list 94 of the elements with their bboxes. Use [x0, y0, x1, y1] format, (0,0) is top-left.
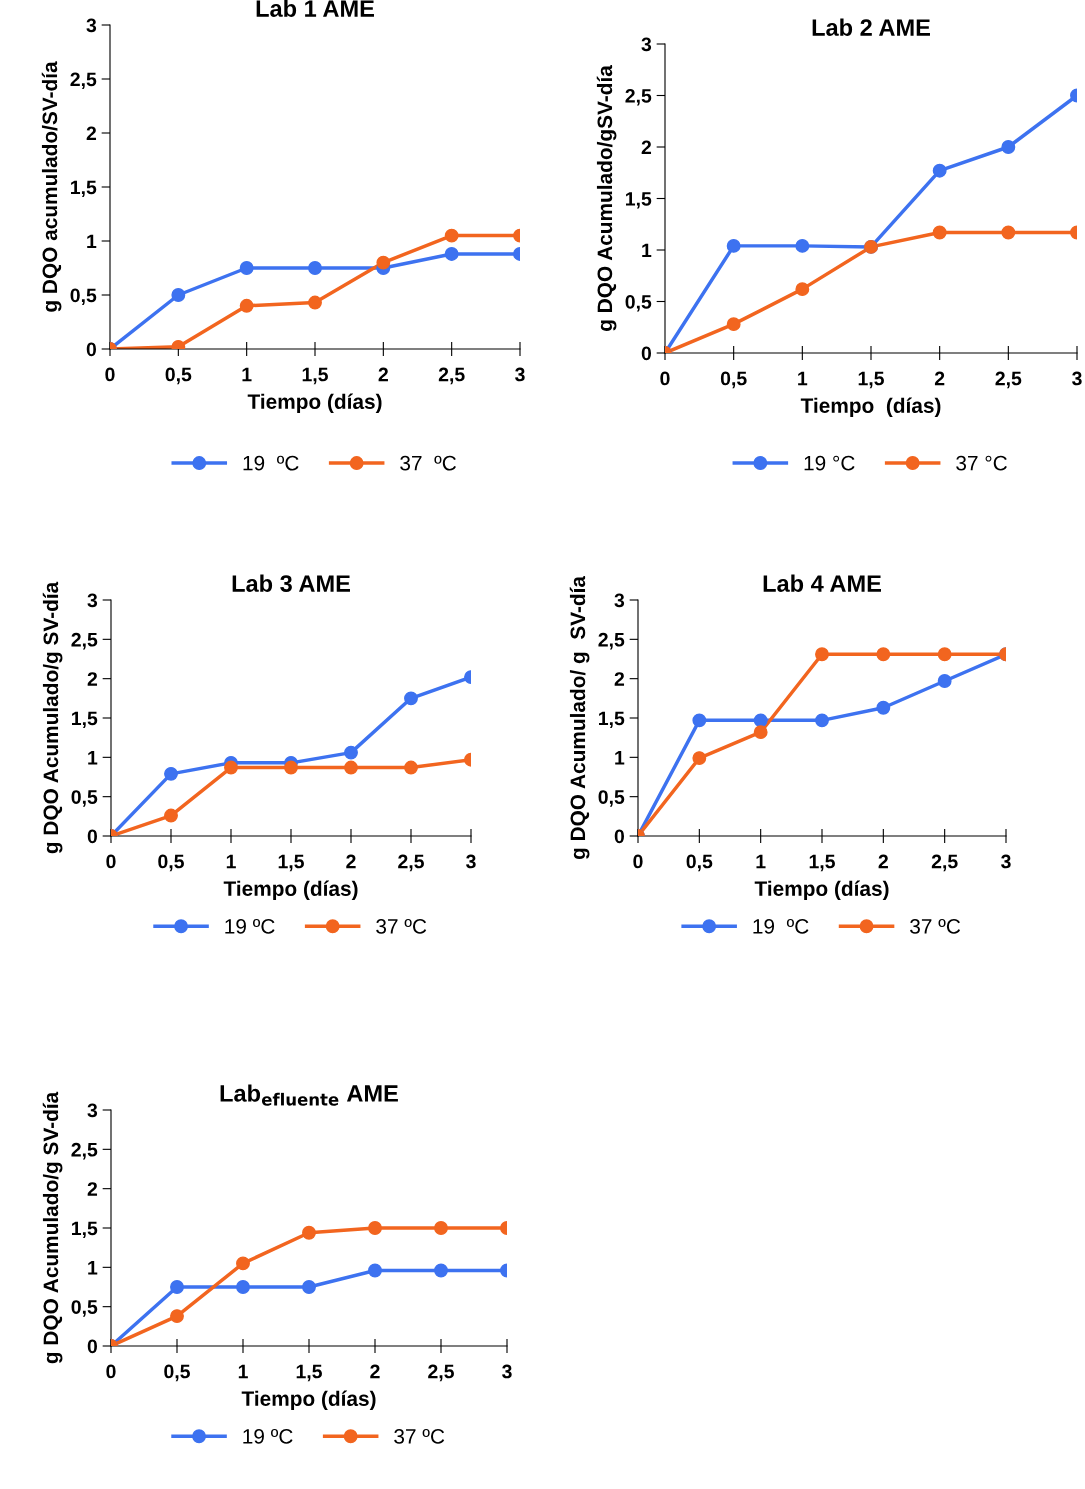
y-axis-title: g DQO Acumulado/gSV-día: [596, 65, 617, 331]
x-tick-label: 1: [242, 367, 252, 382]
y-tick-label: 1,5: [599, 711, 625, 729]
y-tick-label: 2,5: [70, 72, 97, 90]
x-tick-label: 2: [878, 854, 888, 869]
y-tick-label: 0: [87, 1339, 98, 1354]
x-tick-label: 1,5: [296, 1364, 322, 1382]
x-tick-label: 1,5: [302, 367, 328, 385]
y-tick-label: 0,5: [625, 294, 652, 312]
y-tick-label: 1: [88, 1261, 98, 1275]
chart-title: Lab 1 AME: [256, 0, 374, 17]
y-tick-label: 1: [87, 234, 97, 249]
x-tick-label: 0: [106, 854, 116, 869]
x-tick-label: 2: [934, 371, 945, 386]
x-axis-title: Tiempo (días): [800, 397, 941, 418]
legend-label: 37 °C: [956, 455, 1007, 471]
x-tick-label: 0,5: [158, 854, 184, 872]
y-tick-label: 0,5: [70, 288, 97, 306]
x-tick-label: 1: [238, 1364, 248, 1379]
chart-title: Lab 4 AME: [763, 574, 881, 592]
x-tick-label: 2: [370, 1364, 380, 1379]
x-axis-title: Tiempo (días): [241, 1390, 376, 1411]
x-tick-label: 0,5: [165, 367, 192, 385]
y-tick-label: 0,5: [71, 1300, 98, 1317]
y-tick-label: 3: [87, 593, 98, 608]
x-tick-label: 3: [1001, 854, 1011, 869]
x-tick-label: 1,5: [809, 854, 835, 872]
y-tick-label: 1,5: [626, 192, 652, 209]
y-tick-label: 0: [86, 342, 97, 357]
y-tick-label: 3: [614, 593, 625, 608]
legend-label: 37 ºC: [376, 919, 427, 934]
y-axis-title: g DQO Acumulado/g SV-día: [42, 1091, 63, 1364]
x-tick-label: 1,5: [278, 854, 304, 872]
y-tick-label: 3: [87, 1103, 98, 1118]
y-tick-label: 1,5: [72, 711, 98, 729]
x-tick-label: 3: [1072, 371, 1082, 386]
y-axis-title: g DQO Acumulado/g SV-día: [42, 581, 63, 854]
y-tick-label: 0,5: [71, 790, 98, 807]
legend-label: 37 ºC: [394, 1429, 445, 1444]
x-tick-label: 2,5: [438, 367, 465, 385]
y-tick-label: 0: [614, 829, 625, 844]
x-tick-label: 0: [660, 371, 670, 386]
chart-title: Lab$_{efluente}$ AME: [220, 1084, 398, 1106]
y-tick-label: 1: [642, 243, 652, 258]
y-tick-label: 2: [86, 126, 97, 141]
x-tick-label: 2,5: [398, 854, 424, 872]
x-tick-label: 2,5: [995, 371, 1022, 389]
y-tick-label: 0: [641, 346, 652, 361]
y-tick-label: 0,5: [598, 790, 625, 807]
legend-label: 19 °C: [804, 455, 855, 471]
y-tick-label: 1: [615, 751, 625, 765]
x-tick-label: 1: [226, 854, 236, 869]
y-tick-label: 1,5: [72, 1221, 98, 1239]
x-tick-label: 2,5: [428, 1364, 454, 1382]
y-tick-label: 2,5: [71, 1142, 98, 1160]
x-axis-title: Tiempo (días): [247, 393, 382, 414]
y-tick-label: 2,5: [598, 632, 625, 650]
x-tick-label: 0,5: [686, 854, 713, 872]
legend-label: 37 ºC: [910, 919, 961, 934]
chart-title: Lab 2 AME: [812, 18, 930, 36]
y-tick-label: 2: [87, 1182, 98, 1196]
y-tick-label: 2,5: [71, 632, 98, 650]
x-axis-title: Tiempo (días): [223, 880, 358, 901]
x-tick-label: 2: [378, 367, 388, 382]
y-tick-label: 3: [641, 37, 652, 52]
legend-label: 37 ºC: [400, 455, 456, 471]
y-tick-label: 2,5: [625, 88, 652, 106]
x-tick-label: 3: [515, 367, 525, 382]
x-tick-label: 3: [466, 854, 476, 869]
legend-label: 19 ºC: [243, 1429, 293, 1444]
y-axis-title: g DQO acumulado/SV-día: [41, 61, 62, 312]
legend-label: 19 ºC: [225, 919, 275, 934]
chart-title: Lab 3 AME: [232, 574, 350, 592]
y-tick-label: 2: [641, 140, 652, 155]
x-tick-label: 0,5: [164, 1364, 190, 1382]
y-tick-label: 3: [86, 18, 97, 33]
x-tick-label: 2: [346, 854, 356, 869]
legend-label: 19 ºC: [243, 455, 299, 471]
x-tick-label: 0,5: [720, 371, 747, 389]
x-tick-label: 0: [106, 1364, 116, 1379]
x-tick-label: 3: [502, 1364, 512, 1379]
y-tick-label: 1,5: [71, 180, 97, 198]
y-tick-label: 0: [87, 829, 98, 844]
y-tick-label: 2: [614, 672, 625, 686]
y-tick-label: 2: [87, 672, 98, 686]
x-tick-label: 1: [798, 371, 808, 386]
x-tick-label: 2,5: [931, 854, 958, 872]
x-axis-title: Tiempo (días): [754, 880, 889, 901]
y-tick-label: 1: [88, 751, 98, 765]
x-tick-label: 1: [756, 854, 766, 869]
x-tick-label: 1,5: [858, 371, 884, 389]
y-axis-title: g DQO Acumulado/ g SV-día: [569, 575, 590, 860]
x-tick-label: 0: [105, 367, 115, 382]
legend-label: 19 ºC: [753, 919, 809, 934]
